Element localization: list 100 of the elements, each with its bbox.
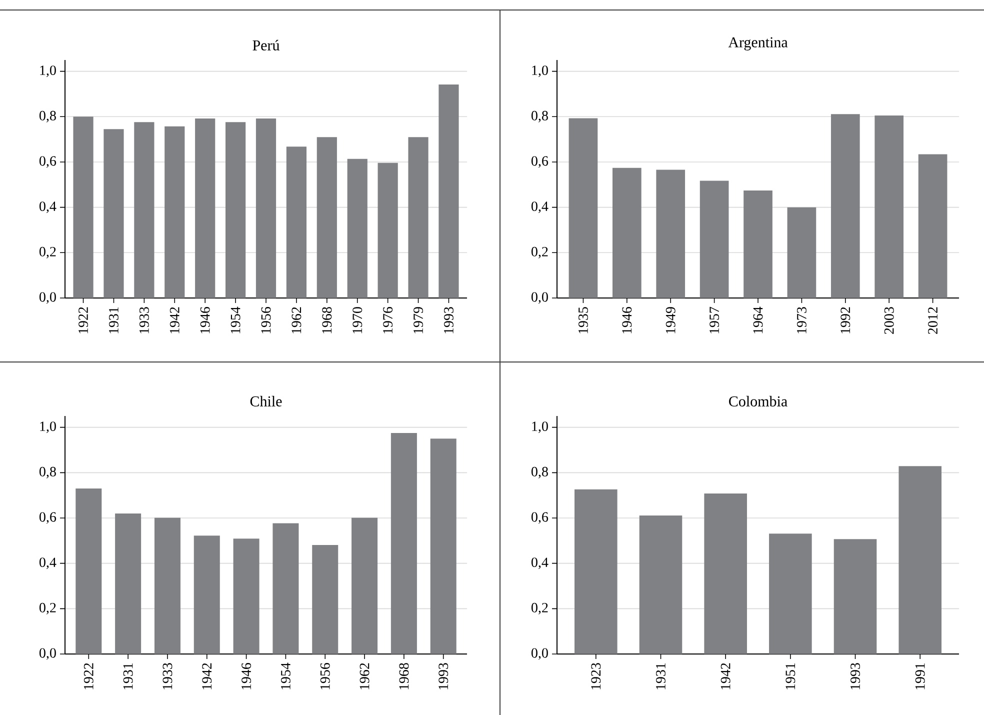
chart-title: Chile (250, 396, 282, 406)
bar (352, 518, 378, 654)
bar (656, 170, 686, 298)
bar (430, 438, 456, 654)
bar (639, 516, 682, 654)
y-tick-label: 0,0 (532, 292, 548, 304)
bar (834, 539, 877, 654)
bar (312, 544, 338, 654)
x-tick-label: 1991 (915, 663, 925, 690)
bar (154, 518, 180, 654)
x-tick-label: 1968 (322, 307, 332, 334)
y-tick-label: 0,6 (532, 156, 548, 168)
x-tick-label: 1973 (797, 307, 806, 334)
x-tick-label: 1970 (352, 307, 362, 334)
y-tick-label: 0,2 (40, 602, 56, 614)
x-tick-label: 1954 (230, 306, 240, 334)
y-tick-label: 0,4 (40, 558, 56, 570)
x-tick-label: 1957 (710, 306, 720, 334)
bar (194, 536, 220, 654)
x-tick-label: 1935 (578, 307, 588, 334)
x-tick-label: 1931 (109, 307, 118, 334)
x-tick-label: 1956 (320, 662, 330, 690)
y-tick-label: 0,8 (40, 110, 56, 122)
y-tick-label: 1,0 (532, 66, 548, 78)
bar (704, 494, 747, 654)
y-tick-label: 1,0 (40, 422, 56, 434)
x-tick-label: 1956 (261, 306, 271, 334)
bar (408, 137, 428, 298)
x-tick-label: 1993 (850, 663, 860, 690)
bar (898, 466, 942, 654)
x-tick-label: 1954 (281, 662, 290, 690)
y-tick-label: 0,0 (40, 292, 56, 304)
y-tick-label: 0,6 (532, 512, 548, 524)
bar (612, 168, 642, 298)
x-tick-label: 1951 (786, 663, 796, 690)
x-tick-label: 1964 (753, 306, 763, 334)
bar (134, 122, 154, 298)
bar (918, 154, 948, 298)
chart-title: Perú (252, 40, 280, 50)
bar (286, 146, 307, 298)
x-tick-label: 1923 (591, 663, 601, 690)
bar (104, 129, 124, 298)
x-tick-label: 1946 (622, 306, 632, 334)
x-tick-label: 1942 (202, 663, 212, 690)
x-tick-label: 1993 (444, 307, 454, 334)
y-tick-label: 0,2 (532, 246, 548, 258)
x-tick-label: 1946 (200, 306, 210, 334)
y-tick-label: 0,8 (532, 466, 548, 478)
bar (874, 116, 904, 298)
bar (226, 122, 246, 298)
bar (272, 523, 299, 654)
y-tick-label: 0,6 (40, 512, 56, 524)
chart-title: Colombia (729, 396, 788, 406)
bar (568, 118, 598, 298)
x-tick-label: 2003 (884, 307, 894, 334)
y-tick-label: 0,8 (532, 110, 548, 122)
x-tick-label: 1993 (438, 663, 448, 690)
y-tick-label: 0,2 (532, 602, 548, 614)
bar (115, 513, 142, 654)
x-tick-label: 1992 (840, 307, 850, 334)
bar (700, 180, 729, 298)
bar (438, 84, 459, 298)
chart-title: Argentina (728, 37, 788, 50)
bar (390, 433, 417, 654)
y-tick-label: 1,0 (532, 422, 548, 434)
bar (316, 137, 337, 298)
bar (744, 190, 772, 298)
y-tick-label: 0,8 (40, 466, 56, 478)
bar (830, 114, 860, 298)
bar (76, 488, 102, 654)
bar (256, 118, 276, 298)
x-tick-label: 1933 (139, 307, 149, 334)
x-tick-label: 1976 (383, 306, 393, 334)
bar (195, 118, 216, 298)
x-tick-label: 1949 (666, 307, 676, 334)
x-tick-label: 1962 (360, 663, 370, 690)
x-tick-label: 1942 (170, 307, 180, 334)
bar (769, 534, 812, 654)
bar (347, 158, 368, 298)
y-tick-label: 0,0 (532, 648, 548, 660)
x-tick-label: 1931 (123, 663, 133, 690)
x-tick-label: 1931 (656, 663, 666, 690)
x-tick-label: 1922 (84, 663, 94, 690)
bar (73, 116, 94, 298)
x-tick-label: 1942 (720, 663, 730, 690)
bar (787, 207, 816, 298)
y-tick-label: 0,4 (40, 202, 56, 214)
y-tick-label: 0,2 (40, 246, 56, 258)
x-tick-label: 1979 (414, 307, 423, 334)
y-tick-label: 0,6 (40, 156, 56, 168)
y-tick-label: 0,4 (532, 558, 548, 570)
y-tick-label: 0,4 (532, 202, 548, 214)
y-tick-label: 0,0 (40, 648, 56, 660)
x-tick-label: 1946 (242, 662, 252, 690)
bar (574, 489, 618, 654)
bar (233, 538, 260, 654)
x-tick-label: 1922 (78, 307, 88, 334)
x-tick-label: 1968 (399, 663, 409, 690)
x-tick-label: 2012 (928, 307, 938, 334)
x-tick-label: 1962 (292, 307, 302, 334)
